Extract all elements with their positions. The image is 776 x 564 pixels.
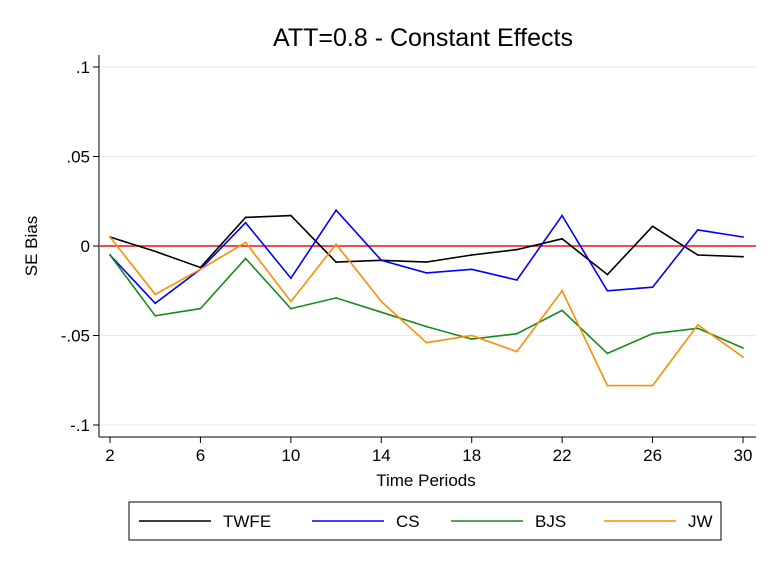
data-point-twfe-3 (244, 216, 247, 219)
data-point-bjs-14 (742, 347, 744, 349)
legend-label-cs: CS (396, 512, 420, 531)
data-point-jw-0 (109, 236, 111, 238)
data-point-jw-2 (199, 268, 202, 271)
data-point-cs-8 (470, 268, 473, 271)
data-point-twfe-9 (516, 248, 518, 251)
series-line-bjs (109, 254, 744, 355)
legend: TWFE CS BJS JW (128, 501, 722, 541)
data-point-bjs-6 (380, 311, 383, 314)
data-point-cs-14 (742, 236, 744, 238)
x-tick-label-6: 26 (643, 446, 662, 465)
x-tick-label-3: 14 (372, 446, 391, 465)
data-point-cs-10 (561, 214, 564, 217)
x-axis-label: Time Periods (376, 471, 476, 490)
data-point-bjs-9 (516, 332, 518, 335)
data-point-bjs-10 (561, 309, 564, 312)
data-point-jw-13 (696, 323, 699, 326)
data-point-bjs-7 (425, 325, 428, 328)
y-tick-label-1: -.05 (61, 327, 90, 346)
data-point-twfe-7 (425, 261, 428, 264)
y-tick-label-4: .1 (76, 58, 90, 77)
series-line-cs (109, 208, 744, 305)
data-point-cs-6 (380, 259, 383, 262)
data-point-cs-1 (154, 302, 157, 305)
data-point-twfe-14 (742, 255, 744, 258)
data-point-twfe-1 (154, 250, 157, 253)
data-point-jw-6 (380, 300, 383, 303)
data-point-jw-9 (516, 350, 518, 353)
data-point-bjs-2 (199, 307, 202, 310)
data-point-bjs-8 (470, 338, 473, 340)
x-tick-label-7: 30 (734, 446, 753, 465)
data-point-twfe-12 (651, 225, 654, 228)
data-point-jw-12 (651, 384, 654, 387)
data-point-jw-1 (154, 293, 157, 296)
data-point-jw-4 (289, 300, 292, 303)
x-tick-label-2: 10 (281, 446, 300, 465)
data-point-twfe-13 (696, 254, 699, 256)
data-point-bjs-12 (651, 332, 654, 335)
data-point-jw-8 (470, 334, 473, 337)
data-point-jw-3 (244, 241, 247, 244)
data-point-bjs-4 (289, 307, 292, 310)
x-tick-label-4: 18 (462, 446, 481, 465)
data-point-bjs-5 (335, 297, 337, 299)
data-point-cs-12 (651, 286, 654, 289)
data-point-bjs-0 (109, 254, 111, 256)
data-point-jw-5 (335, 243, 337, 246)
y-tick-label-0: -.1 (70, 416, 90, 435)
data-point-cs-7 (425, 271, 428, 274)
data-point-bjs-11 (606, 352, 609, 355)
series-line-jw (109, 236, 744, 387)
legend-label-bjs: BJS (535, 512, 566, 531)
data-point-twfe-4 (289, 214, 292, 217)
y-axis-ticks: -.1 -.05 0 .05 .1 (61, 58, 99, 435)
data-point-cs-9 (516, 279, 518, 281)
data-point-jw-10 (561, 289, 564, 292)
data-point-jw-14 (742, 356, 744, 358)
y-tick-label-2: 0 (81, 237, 90, 256)
data-point-twfe-11 (606, 273, 609, 276)
data-point-cs-11 (606, 289, 609, 292)
data-point-cs-4 (289, 277, 292, 280)
y-axis-label: SE Bias (22, 216, 41, 276)
data-point-cs-13 (696, 228, 699, 231)
chart-title: ATT=0.8 - Constant Effects (273, 24, 573, 52)
x-tick-label-1: 6 (196, 446, 205, 465)
x-axis-ticks: 2 6 10 14 18 22 26 30 (105, 437, 752, 465)
x-tick-label-5: 22 (553, 446, 572, 465)
data-point-jw-11 (606, 384, 609, 387)
series-lines (109, 208, 744, 387)
data-point-bjs-13 (696, 327, 699, 330)
legend-label-twfe: TWFE (223, 512, 271, 531)
x-tick-label-0: 2 (105, 446, 114, 465)
legend-label-jw: JW (688, 512, 713, 531)
y-tick-label-3: .05 (66, 148, 90, 167)
data-point-jw-7 (425, 341, 428, 344)
data-point-cs-5 (335, 209, 337, 212)
data-point-cs-3 (244, 221, 247, 224)
data-point-bjs-1 (154, 314, 157, 317)
data-point-twfe-8 (470, 254, 473, 256)
data-point-twfe-5 (335, 261, 337, 264)
data-point-twfe-10 (561, 237, 564, 240)
data-point-bjs-3 (244, 257, 247, 260)
